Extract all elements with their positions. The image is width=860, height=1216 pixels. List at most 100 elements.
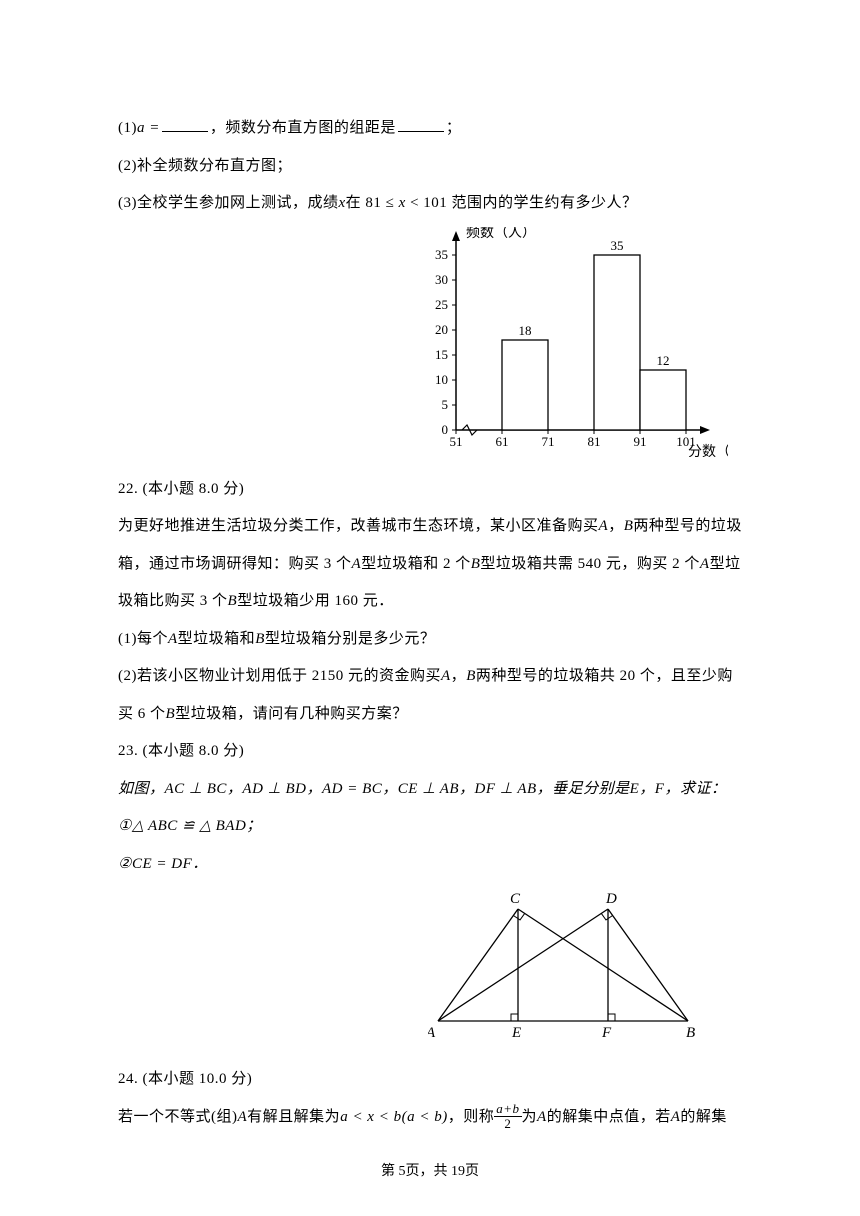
text: 的解集中点值，若 — [547, 1109, 671, 1125]
svg-text:D: D — [605, 891, 617, 907]
text: 型垃圾箱共需 540 元，购买 2 个 — [480, 556, 700, 572]
text: A — [352, 556, 362, 572]
svg-text:35: 35 — [435, 247, 448, 262]
svg-text:20: 20 — [435, 322, 448, 337]
denominator: 2 — [494, 1117, 521, 1131]
text: B — [228, 593, 238, 609]
text: 两种型号的垃圾箱共 20 个，且至少购 — [476, 668, 733, 684]
text: 型垃圾箱和 — [178, 631, 256, 647]
svg-text:5: 5 — [442, 397, 449, 412]
text: A — [671, 1109, 681, 1125]
svg-text:35: 35 — [611, 238, 624, 253]
q22-l2: 箱，通过市场调研得知：购买 3 个A型垃圾箱和 2 个B型垃圾箱共需 540 元… — [118, 546, 742, 584]
svg-text:频数（人）: 频数（人） — [466, 227, 536, 241]
page-footer: 第 5页，共 19页 — [0, 1160, 860, 1180]
text: ， — [608, 518, 624, 534]
q24-l1: 若一个不等式(组)A有解且解集为a < x < b(a < b)，则称a+b2为… — [118, 1099, 742, 1137]
geometry-svg: A B C D E F — [428, 891, 708, 1041]
text: A — [700, 556, 710, 572]
text: 页 — [465, 1164, 479, 1179]
text: B — [166, 706, 176, 722]
svg-text:C: C — [510, 891, 521, 907]
text: 5 — [399, 1164, 406, 1179]
svg-text:71: 71 — [542, 434, 555, 449]
svg-text:101: 101 — [676, 434, 696, 449]
text: 24. (本小题 10.0 分) — [118, 1071, 252, 1087]
blank — [162, 118, 208, 132]
text: A — [537, 1109, 547, 1125]
q21-part2: (2)补全频数分布直方图； — [118, 148, 742, 186]
text: (1) — [118, 120, 137, 136]
text: (3)全校学生参加网上测试，成绩 — [118, 195, 339, 211]
svg-text:F: F — [601, 1025, 612, 1041]
svg-text:B: B — [686, 1025, 695, 1041]
svg-text:61: 61 — [496, 434, 509, 449]
text: a = — [137, 120, 160, 136]
q23-header: 23. (本小题 8.0 分) — [118, 733, 742, 771]
fraction: a+b2 — [494, 1102, 521, 1130]
text: ， — [451, 668, 467, 684]
svg-text:12: 12 — [657, 353, 670, 368]
text: 如图，AC ⊥ BC，AD ⊥ BD，AD = BC，CE ⊥ AB，DF ⊥ … — [118, 781, 726, 797]
svg-text:A: A — [428, 1025, 436, 1041]
text: 型垃圾箱和 2 个 — [361, 556, 471, 572]
text: ，则称 — [448, 1109, 495, 1125]
q22-p3: 买 6 个B型垃圾箱，请问有几种购买方案？ — [118, 696, 742, 734]
text: 在 81 ≤ — [346, 195, 399, 211]
svg-text:30: 30 — [435, 272, 448, 287]
text: 22. (本小题 8.0 分) — [118, 481, 244, 497]
text: A — [168, 631, 178, 647]
histogram-svg: 频数（人）分数（分）051015202530355161718191101183… — [408, 227, 728, 457]
q23-p1: ①△ ABC ≌ △ BAD； — [118, 808, 742, 846]
svg-text:91: 91 — [634, 434, 647, 449]
text: A — [441, 668, 451, 684]
q22-l1: 为更好地推进生活垃圾分类工作，改善城市生态环境，某小区准备购买A，B两种型号的垃… — [118, 508, 742, 546]
text: A — [599, 518, 609, 534]
q21-part3: (3)全校学生参加网上测试，成绩x在 81 ≤ x < 101 范围内的学生约有… — [118, 185, 742, 223]
q23-p2: ②CE = DF． — [118, 846, 742, 884]
text: < 101 范围内的学生约有多少人？ — [406, 195, 638, 211]
text: 型垃圾箱少用 160 元． — [237, 593, 394, 609]
q22-p1: (1)每个A型垃圾箱和B型垃圾箱分别是多少元？ — [118, 621, 742, 659]
q21-part1: (1)a =，频数分布直方图的组距是； — [118, 110, 742, 148]
blank — [398, 118, 444, 132]
text: B — [255, 631, 265, 647]
svg-text:E: E — [511, 1025, 521, 1041]
text: 23. (本小题 8.0 分) — [118, 743, 244, 759]
text: ； — [446, 120, 462, 136]
svg-text:51: 51 — [450, 434, 463, 449]
text: 型垃圾箱，请问有几种购买方案？ — [175, 706, 408, 722]
text: ②CE = DF． — [118, 856, 208, 872]
svg-text:15: 15 — [435, 347, 448, 362]
text: A — [238, 1109, 248, 1125]
text: a < x < b(a < b) — [340, 1109, 448, 1125]
text: ①△ ABC ≌ △ BAD； — [118, 818, 262, 834]
q24-header: 24. (本小题 10.0 分) — [118, 1061, 742, 1099]
text: B — [624, 518, 634, 534]
text: 第 — [381, 1164, 399, 1179]
text: 型垃圾箱分别是多少元？ — [265, 631, 436, 647]
text: 有解且解集为 — [247, 1109, 340, 1125]
text: 箱，通过市场调研得知：购买 3 个 — [118, 556, 352, 572]
text: 19 — [451, 1164, 465, 1179]
q23-l1: 如图，AC ⊥ BC，AD ⊥ BD，AD = BC，CE ⊥ AB，DF ⊥ … — [118, 771, 742, 809]
numerator: a+b — [494, 1102, 521, 1117]
svg-text:0: 0 — [442, 422, 449, 437]
text: 页，共 — [406, 1164, 452, 1179]
text: 两种型号的垃圾 — [633, 518, 742, 534]
text: 型垃 — [710, 556, 741, 572]
text: 若一个不等式(组) — [118, 1109, 238, 1125]
geometry-figure: A B C D E F — [428, 891, 708, 1041]
svg-text:10: 10 — [435, 372, 448, 387]
text: 为更好地推进生活垃圾分类工作，改善城市生态环境，某小区准备购买 — [118, 518, 599, 534]
text: B — [471, 556, 481, 572]
text: B — [466, 668, 476, 684]
text: 为 — [522, 1109, 538, 1125]
q22-header: 22. (本小题 8.0 分) — [118, 471, 742, 509]
text: (1)每个 — [118, 631, 168, 647]
svg-text:18: 18 — [519, 323, 532, 338]
svg-text:81: 81 — [588, 434, 601, 449]
text: 圾箱比购买 3 个 — [118, 593, 228, 609]
q22-l3: 圾箱比购买 3 个B型垃圾箱少用 160 元． — [118, 583, 742, 621]
text: x — [399, 195, 406, 211]
